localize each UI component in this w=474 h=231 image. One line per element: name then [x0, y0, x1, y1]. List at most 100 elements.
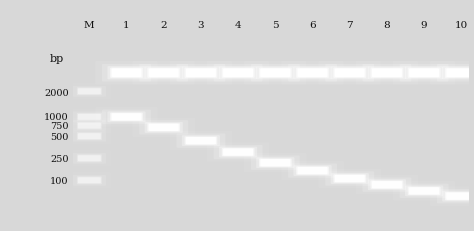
- FancyBboxPatch shape: [409, 69, 439, 78]
- FancyBboxPatch shape: [372, 181, 402, 188]
- FancyBboxPatch shape: [214, 145, 263, 160]
- FancyBboxPatch shape: [77, 122, 102, 130]
- Text: 500: 500: [50, 132, 69, 141]
- FancyBboxPatch shape: [445, 68, 474, 79]
- FancyBboxPatch shape: [400, 184, 448, 198]
- FancyBboxPatch shape: [288, 65, 337, 82]
- FancyBboxPatch shape: [170, 62, 232, 85]
- Text: 9: 9: [421, 21, 428, 30]
- FancyBboxPatch shape: [78, 123, 101, 129]
- FancyBboxPatch shape: [73, 112, 106, 123]
- FancyBboxPatch shape: [78, 89, 101, 95]
- FancyBboxPatch shape: [73, 153, 106, 164]
- FancyBboxPatch shape: [219, 67, 257, 80]
- FancyBboxPatch shape: [207, 62, 269, 85]
- FancyBboxPatch shape: [184, 68, 217, 79]
- FancyBboxPatch shape: [260, 159, 291, 167]
- FancyBboxPatch shape: [447, 193, 474, 200]
- FancyBboxPatch shape: [442, 67, 474, 80]
- FancyBboxPatch shape: [78, 155, 101, 161]
- FancyBboxPatch shape: [408, 187, 440, 195]
- FancyBboxPatch shape: [259, 68, 292, 79]
- FancyBboxPatch shape: [77, 155, 102, 163]
- FancyBboxPatch shape: [405, 186, 443, 196]
- FancyBboxPatch shape: [149, 69, 179, 78]
- FancyBboxPatch shape: [77, 133, 102, 141]
- FancyBboxPatch shape: [207, 143, 269, 162]
- FancyBboxPatch shape: [331, 67, 369, 80]
- FancyBboxPatch shape: [371, 181, 403, 189]
- FancyBboxPatch shape: [335, 69, 365, 78]
- FancyBboxPatch shape: [77, 176, 102, 185]
- Text: bp: bp: [50, 54, 64, 64]
- FancyBboxPatch shape: [78, 114, 101, 120]
- FancyBboxPatch shape: [371, 68, 403, 79]
- Text: M: M: [84, 21, 95, 30]
- FancyBboxPatch shape: [145, 67, 183, 80]
- FancyBboxPatch shape: [356, 62, 418, 85]
- FancyBboxPatch shape: [102, 110, 151, 125]
- FancyBboxPatch shape: [139, 65, 188, 82]
- FancyBboxPatch shape: [110, 113, 143, 122]
- FancyBboxPatch shape: [147, 124, 180, 132]
- FancyBboxPatch shape: [296, 167, 329, 175]
- Text: 7: 7: [346, 21, 353, 30]
- FancyBboxPatch shape: [447, 69, 474, 78]
- FancyBboxPatch shape: [222, 68, 255, 79]
- FancyBboxPatch shape: [298, 167, 328, 174]
- FancyBboxPatch shape: [186, 69, 216, 78]
- FancyBboxPatch shape: [408, 68, 440, 79]
- FancyBboxPatch shape: [259, 159, 292, 167]
- FancyBboxPatch shape: [368, 67, 406, 80]
- FancyBboxPatch shape: [325, 65, 374, 82]
- Text: 6: 6: [309, 21, 316, 30]
- FancyBboxPatch shape: [335, 175, 365, 182]
- FancyBboxPatch shape: [95, 62, 158, 85]
- FancyBboxPatch shape: [368, 179, 406, 190]
- FancyBboxPatch shape: [430, 187, 474, 206]
- FancyBboxPatch shape: [405, 67, 443, 80]
- FancyBboxPatch shape: [214, 65, 263, 82]
- FancyBboxPatch shape: [95, 108, 158, 127]
- FancyBboxPatch shape: [333, 68, 366, 79]
- FancyBboxPatch shape: [319, 62, 381, 85]
- FancyBboxPatch shape: [256, 67, 294, 80]
- FancyBboxPatch shape: [145, 122, 183, 133]
- FancyBboxPatch shape: [176, 65, 225, 82]
- FancyBboxPatch shape: [400, 65, 448, 82]
- FancyBboxPatch shape: [251, 65, 300, 82]
- FancyBboxPatch shape: [111, 114, 142, 121]
- FancyBboxPatch shape: [111, 69, 142, 78]
- Text: 5: 5: [272, 21, 279, 30]
- FancyBboxPatch shape: [184, 137, 217, 145]
- FancyBboxPatch shape: [363, 178, 411, 192]
- FancyBboxPatch shape: [293, 67, 332, 80]
- FancyBboxPatch shape: [186, 137, 216, 145]
- FancyBboxPatch shape: [222, 148, 255, 157]
- FancyBboxPatch shape: [282, 161, 344, 180]
- FancyBboxPatch shape: [430, 62, 474, 85]
- FancyBboxPatch shape: [133, 62, 195, 85]
- FancyBboxPatch shape: [219, 147, 257, 158]
- FancyBboxPatch shape: [319, 169, 381, 188]
- FancyBboxPatch shape: [331, 173, 369, 184]
- FancyBboxPatch shape: [363, 65, 411, 82]
- FancyBboxPatch shape: [393, 62, 456, 85]
- FancyBboxPatch shape: [372, 69, 402, 78]
- FancyBboxPatch shape: [260, 69, 291, 78]
- FancyBboxPatch shape: [73, 175, 106, 186]
- FancyBboxPatch shape: [78, 177, 101, 183]
- FancyBboxPatch shape: [78, 134, 101, 140]
- FancyBboxPatch shape: [437, 65, 474, 82]
- FancyBboxPatch shape: [139, 121, 188, 135]
- FancyBboxPatch shape: [356, 175, 418, 195]
- Text: 100: 100: [50, 176, 69, 185]
- FancyBboxPatch shape: [296, 68, 329, 79]
- Text: 1: 1: [123, 21, 130, 30]
- FancyBboxPatch shape: [256, 158, 294, 168]
- Text: 750: 750: [50, 122, 69, 131]
- FancyBboxPatch shape: [108, 112, 146, 123]
- Text: 250: 250: [50, 154, 69, 163]
- Text: 1000: 1000: [44, 113, 69, 122]
- FancyBboxPatch shape: [244, 153, 307, 173]
